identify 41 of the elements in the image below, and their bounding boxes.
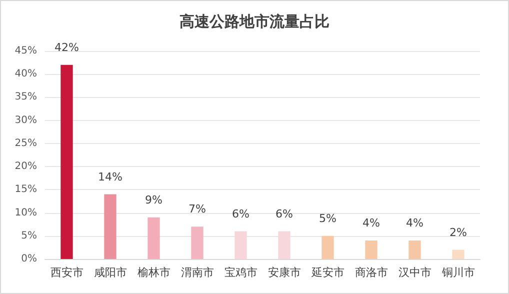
y-tick-label: 10% [14, 207, 37, 218]
x-tick-label: 安康市 [268, 266, 301, 279]
bar [148, 217, 160, 259]
y-tick-label: 40% [14, 68, 37, 80]
y-tick-label: 0% [21, 254, 37, 264]
data-label: 6% [276, 207, 293, 220]
data-label: 9% [145, 193, 162, 206]
y-tick-label: 45% [14, 46, 37, 56]
y-tick-label: 5% [21, 230, 37, 242]
bar [408, 240, 421, 259]
y-tick-label: 15% [14, 184, 37, 196]
x-tick-label: 宝鸡市 [224, 266, 258, 279]
data-label: 42% [54, 40, 79, 54]
x-tick-label: 西安市 [50, 266, 84, 279]
data-label: 4% [362, 216, 380, 230]
y-tick-label: 25% [14, 138, 37, 149]
y-tick-label: 20% [14, 161, 37, 172]
bar [234, 231, 247, 259]
data-label: 14% [98, 170, 122, 184]
bar [365, 240, 378, 259]
data-label: 4% [406, 216, 424, 230]
bar [191, 226, 204, 259]
x-tick-label: 延安市 [310, 266, 344, 279]
x-tick-label: 榆林市 [137, 266, 170, 279]
data-label: 6% [232, 207, 250, 220]
bar [322, 236, 334, 259]
x-tick-label: 商洛市 [354, 266, 388, 279]
data-label: 2% [450, 226, 467, 239]
bar [104, 194, 116, 259]
bar [452, 250, 464, 259]
data-label: 7% [188, 202, 206, 216]
y-tick-label: 35% [14, 92, 37, 103]
bar [278, 231, 290, 259]
data-label: 5% [319, 212, 336, 225]
y-tick-label: 30% [14, 114, 37, 126]
chart-title: 高速公路地市流量占比 [180, 12, 330, 30]
x-tick-label: 汉中市 [398, 266, 432, 279]
x-tick-label: 铜川市 [440, 266, 475, 279]
x-tick-label: 渭南市 [180, 266, 214, 279]
x-tick-label: 咸阳市 [94, 266, 127, 279]
bar [60, 64, 73, 259]
